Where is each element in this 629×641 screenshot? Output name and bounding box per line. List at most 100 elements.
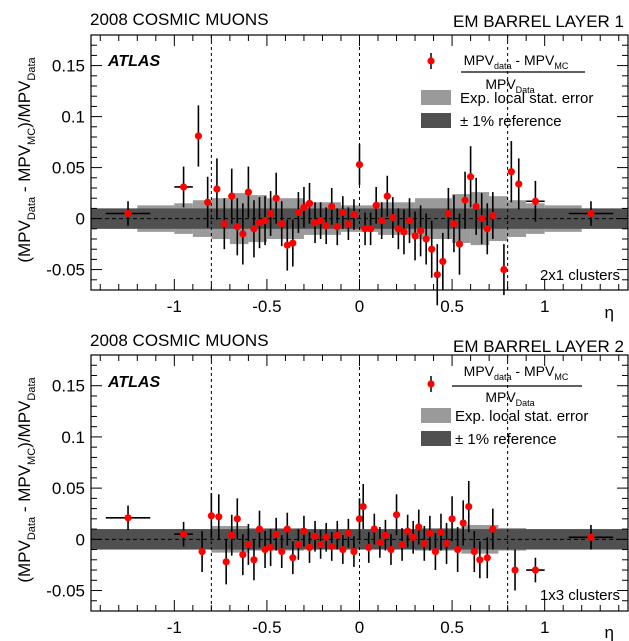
- panel-title-left: 2008 COSMIC MUONS: [90, 10, 269, 29]
- data-point: [392, 511, 401, 519]
- data-point: [294, 540, 302, 549]
- data-point: [239, 551, 247, 559]
- y-tick-label: 0: [76, 210, 85, 229]
- data-point: [389, 213, 397, 222]
- data-point: [367, 225, 375, 233]
- data-point: [255, 525, 264, 533]
- cluster-label: 1x3 clusters: [540, 587, 620, 604]
- data-point: [387, 545, 395, 554]
- y-axis-label: (MPVData - MPVMC)/MPVData: [15, 376, 38, 582]
- y-tick-label: 0: [76, 530, 85, 549]
- data-point: [531, 566, 540, 574]
- legend-swatch-stat: [421, 408, 451, 423]
- data-point: [300, 203, 308, 211]
- data-point: [587, 533, 595, 541]
- data-point: [489, 211, 497, 220]
- data-point: [124, 514, 132, 522]
- data-point: [255, 219, 264, 227]
- data-point: [339, 545, 347, 554]
- data-point: [207, 512, 215, 520]
- data-point: [381, 531, 390, 539]
- data-point: [370, 525, 378, 533]
- data-point: [305, 543, 314, 552]
- x-tick-label: -1: [167, 297, 182, 316]
- data-point: [500, 266, 508, 274]
- data-point: [422, 235, 430, 243]
- data-point: [467, 173, 475, 181]
- data-point: [194, 132, 202, 140]
- data-point: [322, 222, 330, 230]
- data-point: [220, 220, 228, 228]
- data-point: [376, 538, 384, 546]
- data-point: [222, 558, 230, 566]
- data-point: [250, 225, 258, 233]
- legend-label-stat: Exp. local stat. error: [455, 408, 588, 425]
- data-point: [409, 533, 417, 541]
- legend-1: MPVdata - MPVMC MPVData Exp. local stat.…: [421, 52, 593, 130]
- data-point: [244, 188, 252, 196]
- data-point: [476, 556, 484, 564]
- legend-fraction-numerator: MPVdata - MPVMC: [464, 52, 569, 71]
- panel-title-right: EM BARREL LAYER 2: [453, 337, 624, 356]
- legend-marker-point: [427, 380, 435, 388]
- data-point: [333, 223, 341, 231]
- data-point: [328, 202, 336, 210]
- data-point: [439, 257, 447, 266]
- data-point: [450, 220, 458, 228]
- panel-layer-2: 2008 COSMIC MUONS EM BARREL LAYER 2 (MPV…: [15, 331, 629, 641]
- data-point: [442, 539, 451, 548]
- data-point: [124, 209, 132, 218]
- x-tick-label: 0: [355, 297, 364, 316]
- data-point: [333, 531, 341, 539]
- y-tick-label: -0.05: [46, 582, 85, 601]
- plot-area-2: -1 -0.5 0 0.5 1 -0.05 0 0.05 0.1 0.15: [46, 354, 629, 637]
- data-point: [283, 241, 291, 249]
- data-point: [311, 219, 319, 227]
- data-point: [444, 209, 452, 218]
- data-point: [267, 209, 275, 218]
- data-point: [361, 225, 369, 233]
- data-point: [461, 196, 469, 204]
- data-point: [278, 548, 286, 556]
- x-tick-label: 1: [540, 618, 549, 637]
- data-point: [465, 502, 473, 511]
- data-point: [228, 192, 236, 200]
- data-point: [420, 539, 428, 548]
- data-point: [428, 245, 436, 253]
- x-tick-label: -0.5: [252, 297, 281, 316]
- data-point: [437, 528, 445, 536]
- y-tick-label: 0.15: [52, 57, 85, 76]
- data-point: [350, 210, 358, 219]
- data-point: [359, 502, 367, 511]
- data-point: [179, 183, 188, 191]
- data-point: [344, 220, 352, 228]
- data-point: [531, 197, 540, 205]
- data-point: [394, 225, 402, 233]
- legend-swatch-ref: [421, 113, 451, 128]
- data-point: [472, 202, 480, 210]
- data-point: [339, 208, 347, 217]
- y-axis-label: (MPVData - MPVMC)/MPVData: [15, 56, 38, 262]
- data-point: [233, 223, 241, 231]
- y-tick-label: 0.1: [61, 108, 85, 127]
- plot-area-1: -1 -0.5 0 0.5 1 -0.05 0 0.05 0.1 0.15: [46, 34, 629, 316]
- x-tick-label: 0: [355, 618, 364, 637]
- data-point: [400, 228, 408, 236]
- data-point: [267, 543, 275, 552]
- data-point: [213, 185, 221, 193]
- data-point: [283, 525, 291, 533]
- data-point: [317, 540, 325, 549]
- data-point: [204, 198, 212, 206]
- legend-fraction-numerator: MPVdata - MPVMC: [464, 363, 569, 382]
- x-tick-label: 0.5: [440, 297, 464, 316]
- legend-label-ref: ± 1% reference: [455, 431, 557, 448]
- data-point: [448, 515, 456, 523]
- data-point: [294, 208, 302, 217]
- data-point: [431, 548, 440, 556]
- data-point: [328, 542, 336, 551]
- data-point: [311, 532, 319, 540]
- data-point: [455, 240, 464, 248]
- legend-label-ref: ± 1% reference: [460, 113, 562, 130]
- data-point: [233, 515, 241, 523]
- data-point: [417, 227, 425, 235]
